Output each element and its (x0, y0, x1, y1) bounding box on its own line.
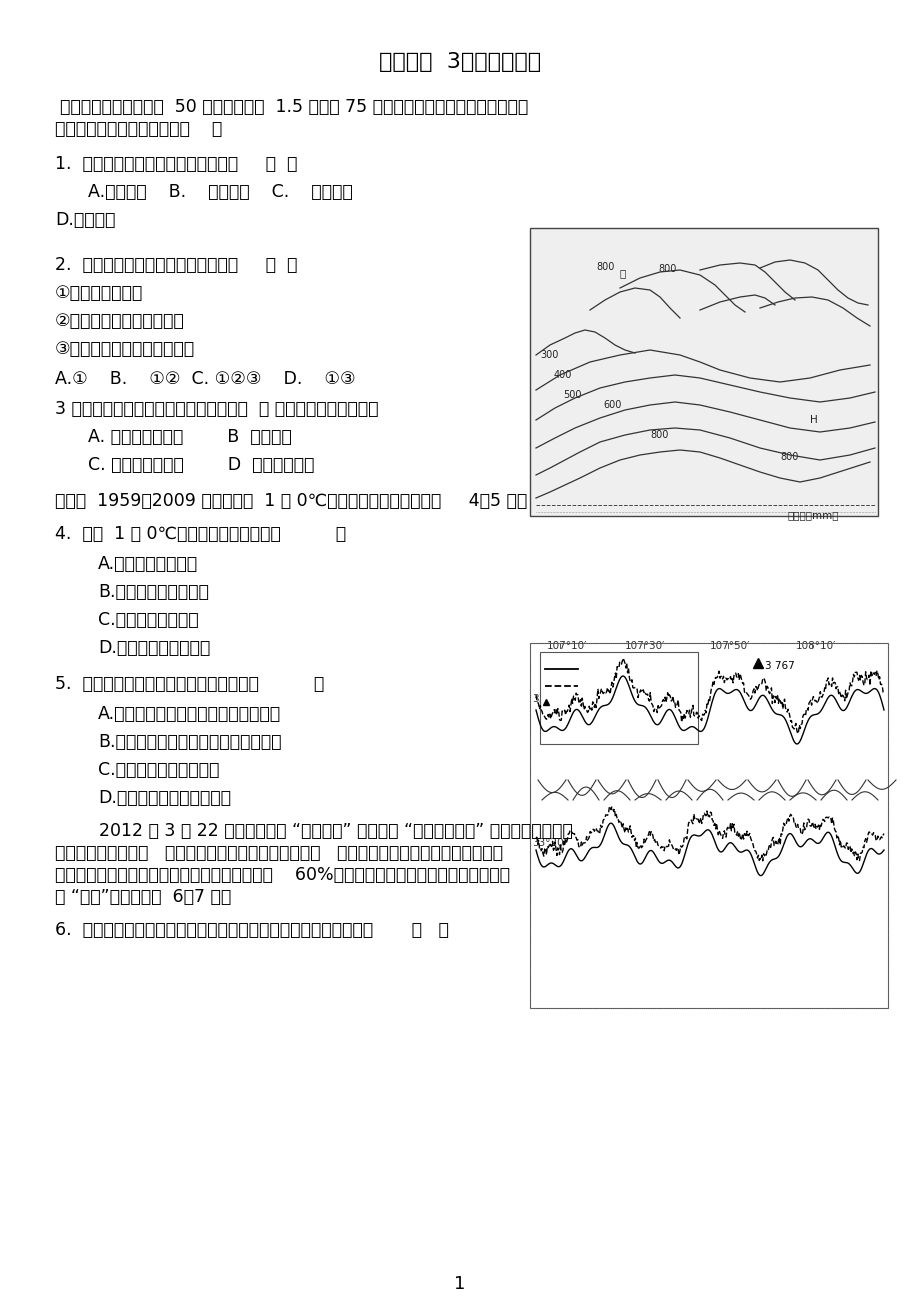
Text: 降水空间分布不均，   水资源分布具有明显的地区差异，   水资源的地区分布不均导致我国一些: 降水空间分布不均， 水资源分布具有明显的地区差异， 水资源的地区分布不均导致我国… (55, 844, 503, 863)
Text: 2012 年 3 月 22 日是第二十届 “世界水日” ，主题是 “水与粮食安全” 。从全球看，因为: 2012 年 3 月 22 日是第二十届 “世界水日” ，主题是 “水与粮食安全… (55, 822, 573, 840)
Text: H: H (809, 414, 817, 425)
Text: 33°40′: 33°40′ (531, 694, 565, 704)
Bar (529, 642, 887, 1009)
Text: 2.  我国冬季南北温差很大，这是由于     （  ）: 2. 我国冬季南北温差很大，这是由于 （ ） (55, 255, 297, 274)
Text: 1.  在夏季风强的年份，我国容易出现     （  ）: 1. 在夏季风强的年份，我国容易出现 （ ） (55, 155, 297, 173)
Text: 5.  根据图中等温线的位置及其变动可知（          ）: 5. 根据图中等温线的位置及其变动可知（ ） (55, 675, 323, 693)
Text: 108°10′: 108°10′ (795, 641, 835, 652)
Text: 800: 800 (779, 452, 798, 463)
Text: 6.  近几年来世界上感到水资源不足的国家明显增多，其主要原因是       （   ）: 6. 近几年来世界上感到水资源不足的国家明显增多，其主要原因是 （ ） (55, 921, 448, 939)
Text: A.甲地为山岭、冬季平均气温趋于下降: A.甲地为山岭、冬季平均气温趋于下降 (98, 705, 281, 723)
Text: 33°20′: 33°20′ (531, 838, 565, 848)
Text: B.乙地为山谷、冬季平均气温趋于上升: B.乙地为山谷、冬季平均气温趋于上升 (98, 734, 281, 751)
Text: 800: 800 (650, 430, 667, 440)
Text: 一、选择题（本大题共  50 小题，每小题  1.5 分，共 75 分。在每小题给出的四个选项中，: 一、选择题（本大题共 50 小题，每小题 1.5 分，共 75 分。在每小题给出… (60, 98, 528, 116)
Text: B.向海拔较低地区偏移: B.向海拔较低地区偏移 (98, 582, 209, 601)
Text: 3 767: 3 767 (765, 661, 794, 671)
Text: 下图为  1959～2009 年秦岭山地  1 月 0℃等温线位置变化图。完成     4～5 题。: 下图为 1959～2009 年秦岭山地 1 月 0℃等温线位置变化图。完成 4～… (55, 493, 527, 509)
Text: D.东涝西旱: D.东涝西旱 (55, 211, 115, 229)
Text: A.①    B.    ①②  C. ①②③    D.    ①③: A.① B. ①② C. ①②③ D. ①③ (55, 370, 356, 388)
Text: 高二地理  3月份月考试题: 高二地理 3月份月考试题 (379, 52, 540, 72)
Text: 400: 400 (553, 370, 572, 380)
Text: 300: 300 (539, 351, 558, 360)
Text: C.甲地海拔低于乙地海拔: C.甲地海拔低于乙地海拔 (98, 761, 219, 779)
Text: 只有一项是符合题目要求的。    ）: 只有一项是符合题目要求的。 ） (55, 120, 222, 138)
Text: D.甲地年平均气温高于乙地: D.甲地年平均气温高于乙地 (98, 790, 231, 807)
Text: 107°10′: 107°10′ (547, 641, 587, 652)
Text: ①北方太阳高度低: ①北方太阳高度低 (55, 284, 143, 302)
Text: 地区和世界许多国家用水紧张。据统计，全世界    60%的地区面临供水不足的问题，很多国家: 地区和世界许多国家用水紧张。据统计，全世界 60%的地区面临供水不足的问题，很多… (55, 866, 509, 883)
Text: 闹 “水荒”。据此回答  6～7 题。: 闹 “水荒”。据此回答 6～7 题。 (55, 889, 231, 906)
Text: 4.  该地  1 月 0℃等温线的位置总体上（          ）: 4. 该地 1 月 0℃等温线的位置总体上（ ） (55, 525, 346, 543)
Text: A.南涝北旱    B.    北涝南旱    C.    西涝东旱: A.南涝北旱 B. 北涝南旱 C. 西涝东旱 (88, 182, 352, 201)
Text: 2000~2009 年: 2000~2009 年 (582, 681, 648, 692)
Text: ②南方白昼长，北方白昼短: ②南方白昼长，北方白昼短 (55, 311, 185, 330)
Bar (529, 228, 877, 516)
Text: 1959~1969 年: 1959~1969 年 (582, 665, 648, 675)
Text: 107°30′: 107°30′ (624, 641, 664, 652)
Text: 107°50′: 107°50′ (709, 641, 750, 652)
Text: 1: 1 (454, 1276, 465, 1293)
Text: 800: 800 (596, 262, 614, 272)
Text: C.向低纬度地区偏移: C.向低纬度地区偏移 (98, 611, 199, 629)
Text: A.向亚热带地区偏移: A.向亚热带地区偏移 (98, 555, 198, 573)
Text: 800: 800 (657, 265, 675, 274)
Text: ③寒冷的冬季风对北方影响大: ③寒冷的冬季风对北方影响大 (55, 340, 195, 358)
Text: 3 767 山峰海拔 /m: 3 767 山峰海拔 /m (555, 698, 626, 709)
Text: （单位：mm）: （单位：mm） (788, 509, 839, 520)
Text: A. 相对高度变化大        B  、地势高: A. 相对高度变化大 B 、地势高 (88, 427, 291, 446)
Text: 500: 500 (562, 390, 581, 400)
Text: 600: 600 (602, 400, 620, 410)
Bar (539, 652, 698, 744)
Text: C. 西南季风影响大        D  、位于背风坡: C. 西南季风影响大 D 、位于背风坡 (88, 456, 314, 474)
Text: 3 右图，乙地等値线密集，主要原因是：  （ 等値线为多年蔢发量）: 3 右图，乙地等値线密集，主要原因是： （ 等値线为多年蔢发量） (55, 400, 378, 418)
Text: 甲: 甲 (619, 268, 626, 278)
Text: D.向落叶阔叶林带偏移: D.向落叶阔叶林带偏移 (98, 638, 210, 657)
